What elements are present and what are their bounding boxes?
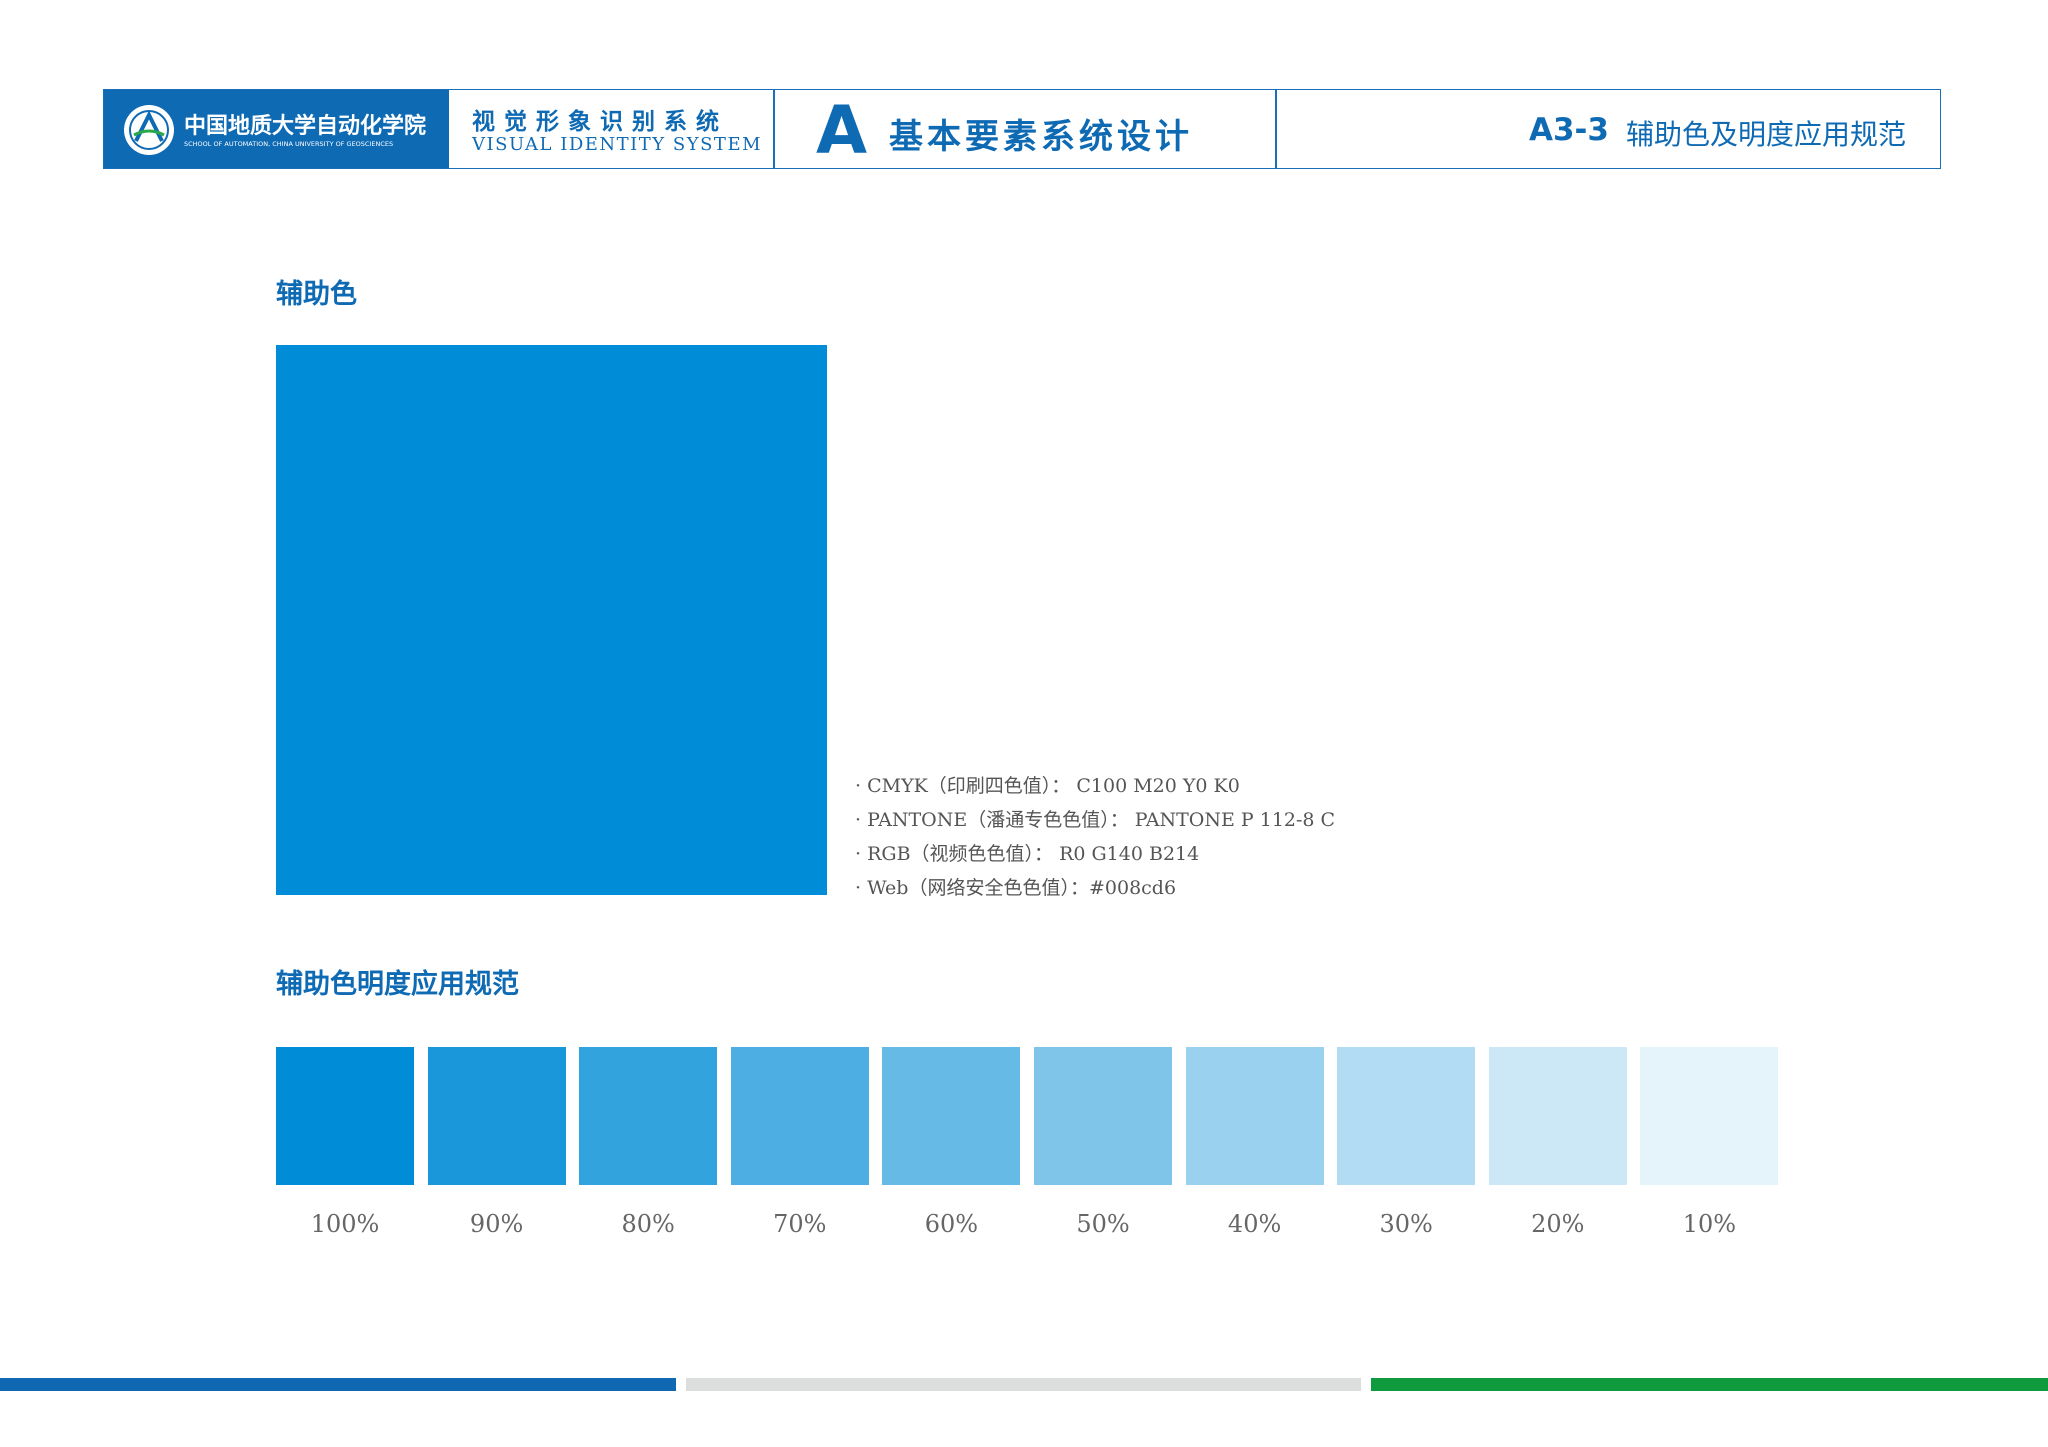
footer-bar [0, 1378, 676, 1391]
tint-swatch [1640, 1047, 1779, 1185]
tint-swatch [1185, 1047, 1324, 1185]
spec-line: · PANTONE（潘通专色色值）： PANTONE P 112-8 C [855, 809, 1336, 831]
tint-label: 40% [1227, 1210, 1282, 1238]
vi-en: VISUAL IDENTITY SYSTEM [472, 134, 763, 155]
footer-bar [1371, 1378, 2048, 1391]
tint-label: 70% [773, 1210, 827, 1238]
section-title: 基本要素系统设计 [889, 117, 1193, 157]
tint-swatch [882, 1047, 1021, 1185]
emblem [124, 105, 174, 155]
section-heading: 辅助色 [276, 279, 357, 310]
divider [773, 90, 775, 168]
tint-label: 50% [1076, 1210, 1130, 1238]
tint-label: 90% [469, 1210, 524, 1238]
logo-panel: 中国地质大学自动化学院 SCHOOL OF AUTOMATION, CHINA … [104, 90, 449, 168]
logo-cn: 中国地质大学自动化学院 [184, 114, 427, 139]
page-code: A3-3 [1529, 112, 1609, 148]
tint-swatch [579, 1047, 718, 1185]
tint-label: 30% [1379, 1210, 1433, 1238]
tint-label: 20% [1531, 1210, 1585, 1238]
tint-swatch [427, 1047, 566, 1185]
footer-bar [686, 1378, 1361, 1391]
divider [1275, 90, 1277, 168]
tint-label: 10% [1682, 1210, 1737, 1238]
spec-line: · CMYK（印刷四色值）： C100 M20 Y0 K0 [855, 775, 1240, 797]
tint-swatch [730, 1047, 869, 1185]
header: 中国地质大学自动化学院 SCHOOL OF AUTOMATION, CHINA … [103, 89, 1941, 169]
logo-en: SCHOOL OF AUTOMATION, CHINA UNIVERSITY O… [184, 140, 394, 148]
tint-label: 60% [924, 1210, 979, 1238]
tint-swatch [1488, 1047, 1627, 1185]
tint-label: 100% [310, 1210, 380, 1238]
page-title: 辅助色及明度应用规范 [1626, 118, 1907, 151]
main-swatch [276, 345, 827, 895]
tint-swatch [1034, 1047, 1172, 1185]
tint-label: 80% [621, 1210, 675, 1238]
tint-swatch [276, 1047, 414, 1185]
spec-line: · RGB（视频色色值）： R0 G140 B214 [855, 843, 1200, 865]
section-heading: 辅助色明度应用规范 [276, 969, 519, 1000]
spec-line: · Web（网络安全色色值）：#008cd6 [855, 877, 1177, 899]
section-letter: A [816, 92, 868, 169]
vi-cn: 视觉形象识别系统 [472, 109, 728, 135]
tint-swatch [1337, 1047, 1476, 1185]
